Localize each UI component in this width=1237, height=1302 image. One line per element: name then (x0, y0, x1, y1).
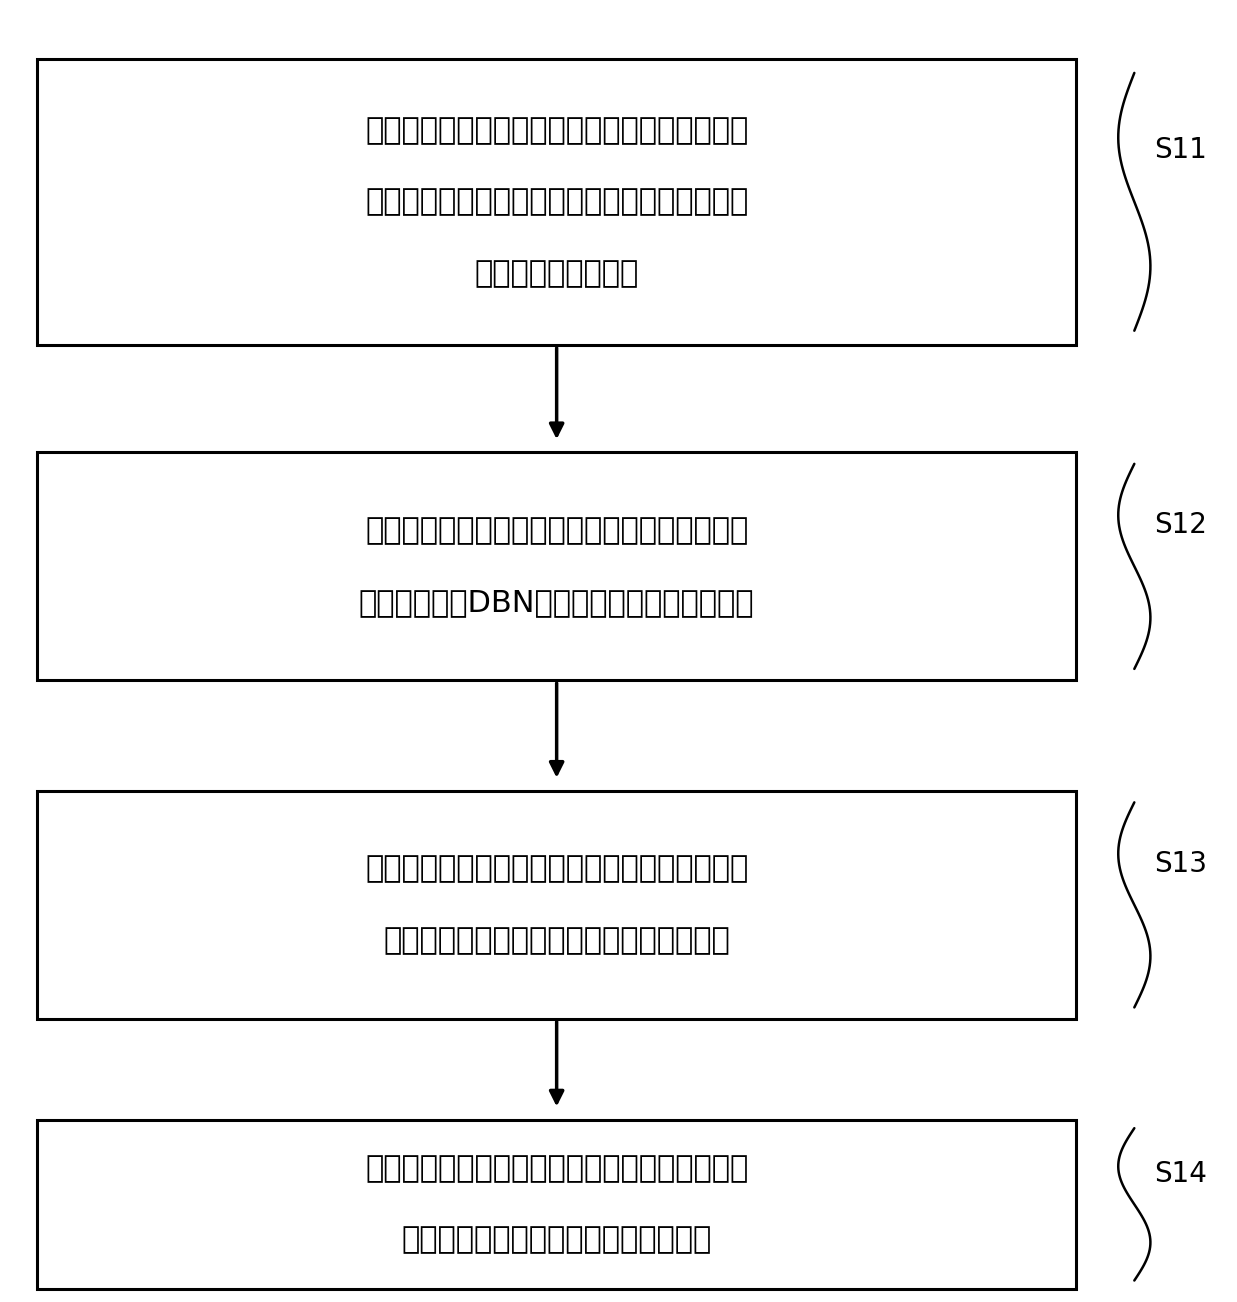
Bar (37, 792, 1076, 1018)
Text: 行测试，得到待预测区域的负荷预测值: 行测试，得到待预测区域的负荷预测值 (402, 1225, 711, 1255)
Bar (37, 453, 1076, 681)
Text: 型进行有监督训练，得到最优负荷预测模型: 型进行有监督训练，得到最优负荷预测模型 (383, 926, 730, 956)
Bar (37, 1120, 1076, 1289)
Text: S11: S11 (1154, 137, 1207, 164)
Text: S14: S14 (1154, 1160, 1207, 1187)
Text: S12: S12 (1154, 512, 1207, 539)
Bar (37, 59, 1076, 345)
Text: S13: S13 (1154, 850, 1207, 878)
Text: 利用所述最优负荷预测模型对所述测试样本集进: 利用所述最优负荷预测模型对所述测试样本集进 (365, 1154, 748, 1184)
Text: 根据配电网历史负荷影响因子和待预测区域的历: 根据配电网历史负荷影响因子和待预测区域的历 (365, 116, 748, 145)
Text: 预测模型中的DBN模型层进行逐层无监督训练: 预测模型中的DBN模型层进行逐层无监督训练 (359, 587, 755, 617)
Text: 根据所述有监督训练样本集，对所述负荷预测模: 根据所述有监督训练样本集，对所述负荷预测模 (365, 854, 748, 884)
Text: 样本集和测试样本集: 样本集和测试样本集 (475, 259, 638, 288)
Text: 史负荷值，得到无监督训练样本集、有监督训练: 史负荷值，得到无监督训练样本集、有监督训练 (365, 187, 748, 216)
Text: 根据所述无监督训练样本集，对预先建立的负荷: 根据所述无监督训练样本集，对预先建立的负荷 (365, 516, 748, 546)
